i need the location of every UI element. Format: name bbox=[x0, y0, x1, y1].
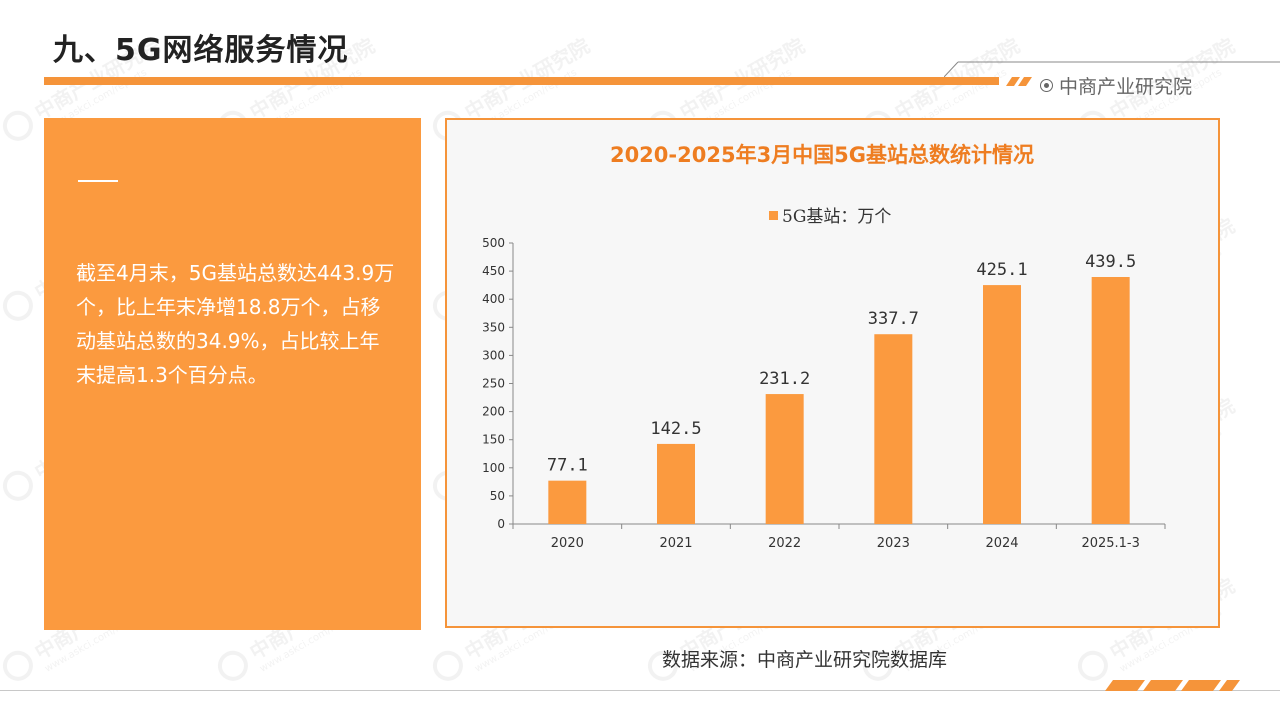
y-tick-label: 50 bbox=[490, 489, 505, 503]
bar bbox=[657, 443, 695, 524]
y-tick-label: 500 bbox=[482, 236, 505, 250]
summary-panel: 截至4月末，5G基站总数达443.9万个，比上年末净增18.8万个，占移动基站总… bbox=[44, 118, 421, 630]
summary-text: 截至4月末，5G基站总数达443.9万个，比上年末净增18.8万个，占移动基站总… bbox=[76, 261, 395, 387]
bar bbox=[548, 480, 587, 524]
footer-stripes bbox=[1105, 680, 1240, 691]
data-label: 77.1 bbox=[547, 456, 588, 476]
y-tick-label: 100 bbox=[482, 461, 505, 475]
y-tick-label: 400 bbox=[482, 292, 505, 306]
title-underline bbox=[44, 77, 999, 85]
x-tick-label: 2024 bbox=[985, 536, 1018, 551]
y-tick-label: 150 bbox=[482, 433, 505, 447]
y-tick-label: 350 bbox=[482, 320, 505, 334]
source-note: 数据来源：中商产业研究院数据库 bbox=[662, 649, 948, 671]
data-label: 439.5 bbox=[1085, 252, 1136, 272]
page-title: 九、5G网络服务情况 bbox=[53, 33, 349, 68]
y-tick-label: 200 bbox=[482, 405, 505, 419]
data-label: 337.7 bbox=[868, 309, 919, 329]
y-tick-label: 0 bbox=[497, 517, 505, 531]
brand-label: 中商产业研究院 bbox=[1040, 72, 1192, 99]
chart-frame bbox=[445, 118, 1220, 628]
chart-title: 2020-2025年3月中国5G基站总数统计情况 bbox=[610, 143, 1034, 167]
brand-logo-icon bbox=[1040, 79, 1053, 92]
header-diagonal-line bbox=[944, 61, 1280, 77]
legend-label: 5G基站：万个 bbox=[782, 207, 891, 227]
bar bbox=[874, 334, 913, 524]
y-tick-label: 250 bbox=[482, 377, 505, 391]
bar bbox=[1091, 277, 1130, 524]
x-tick-label: 2022 bbox=[768, 536, 801, 551]
bar-chart: 2020-2025年3月中国5G基站总数统计情况 5G基站：万个 0 50 100 150… bbox=[482, 143, 1166, 551]
bar bbox=[983, 285, 1021, 524]
legend-swatch bbox=[769, 211, 778, 220]
x-tick-label: 2020 bbox=[551, 536, 584, 551]
header-stripes bbox=[1006, 77, 1032, 86]
data-label: 231.2 bbox=[759, 369, 810, 389]
bar bbox=[765, 394, 804, 524]
y-tick-label: 300 bbox=[482, 348, 505, 362]
brand-name: 中商产业研究院 bbox=[1059, 76, 1193, 98]
data-label: 142.5 bbox=[650, 419, 701, 439]
bottom-rule bbox=[0, 690, 1280, 691]
x-tick-label: 2021 bbox=[659, 536, 692, 551]
x-tick-label: 2023 bbox=[877, 536, 910, 551]
data-label: 425.1 bbox=[976, 260, 1027, 280]
x-tick-label: 2025.1-3 bbox=[1081, 536, 1139, 551]
panel-dash bbox=[78, 180, 118, 182]
y-tick-label: 450 bbox=[482, 264, 505, 278]
